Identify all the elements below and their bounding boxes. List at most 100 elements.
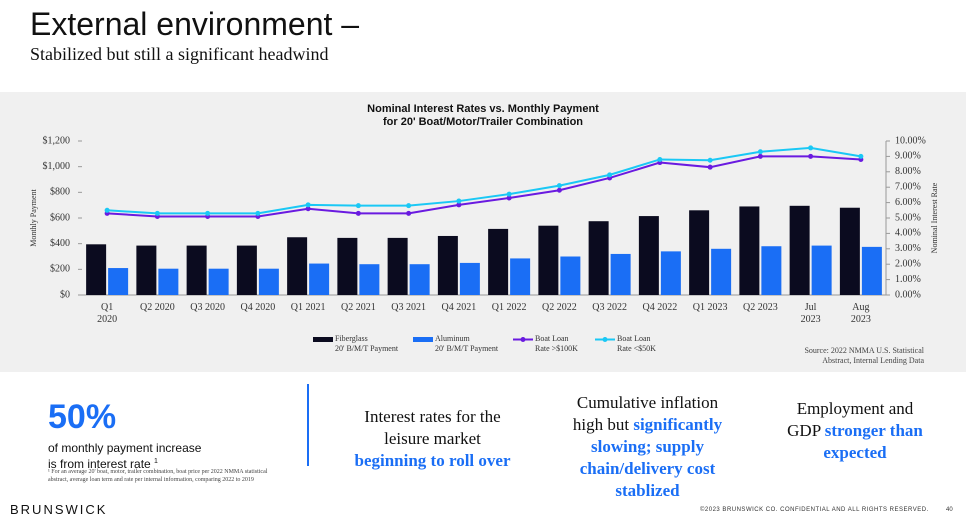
x-tick-label: Q4 2021 [441,302,477,313]
bar [287,237,308,295]
y-tick-label: $800 [50,187,70,198]
line-marker [355,203,361,209]
slide-subtitle: Stabilized but still a significant headw… [30,44,329,64]
line-marker [707,157,713,163]
line-marker [406,203,412,209]
divider [307,384,309,466]
bar [839,207,860,295]
slide-title: External environment – [30,6,360,42]
line-marker [104,207,110,213]
y2-tick-label: 2.00% [895,258,921,269]
bar [638,216,659,295]
brand: BRUNSWICK [10,502,108,517]
line-marker [757,153,763,159]
panel: Employment and GDP stronger than expecte… [780,398,930,464]
bar [136,245,157,295]
line-marker [808,145,814,151]
y2-tick-label: 10.00% [895,135,926,146]
bar [387,237,408,295]
y2-axis-label: Nominal Interest Rate [930,182,939,253]
legend-swatch [413,337,433,342]
line-marker [707,164,713,170]
y2-tick-label: 0.00% [895,289,921,300]
bar [236,245,257,295]
legend-swatch [602,337,608,342]
y2-tick-label: 6.00% [895,197,921,208]
bar [588,221,609,295]
y-tick-label: $0 [60,289,70,300]
bar [309,263,330,295]
bar [158,268,179,295]
line-marker [657,156,663,162]
bar [409,264,430,295]
y2-tick-label: 7.00% [895,181,921,192]
x-tick-label: Q2 2023 [743,302,778,313]
line-marker [305,202,311,208]
panel: Cumulative inflation high but significan… [560,392,735,502]
x-tick-label: Q4 2020 [240,302,276,313]
panel-emphasis: stronger than expected [823,421,923,462]
y2-tick-label: 9.00% [895,151,921,162]
panel-text: Employment and GDP [787,399,914,440]
line-marker [556,183,562,189]
line-marker [255,210,261,216]
bar [761,246,782,295]
chart: $0 $200 $400 $600 $800 $1,000 $1,200 0.00% 1.00%… [29,135,939,342]
line-marker [205,210,211,216]
line-marker [154,210,160,216]
bar [811,245,832,295]
chart-labels: Nominal Interest Rates vs. Monthly Payme… [97,103,924,365]
legend-label: Aluminum 20' B/M/T Payment [435,334,499,353]
y-tick-label: $1,200 [43,135,71,146]
bar [660,251,681,295]
bar [186,245,207,295]
legend-label: Boat Loan Rate <$50K [617,334,656,353]
legend-label: Boat Loan Rate >$100K [535,334,578,353]
bar [538,225,559,295]
line-marker [456,198,462,204]
x-tick-label: Jul 2023 [800,302,821,325]
bar [510,258,531,295]
bar [488,228,509,295]
y2-tick-label: 3.00% [895,243,921,254]
x-tick-label: Q1 2022 [491,302,527,313]
x-tick-label: Q2 2021 [341,302,376,313]
y-tick-label: $1,000 [43,161,71,172]
legend-swatch [520,337,526,342]
y2-tick-label: 4.00% [895,228,921,239]
page-number: 40 [946,507,953,513]
x-tick-label: Q4 2022 [642,302,678,313]
x-tick-label: Q3 2021 [391,302,426,313]
bar [789,205,810,295]
panel-emphasis: beginning to roll over [354,451,511,470]
stat-value: 50% [48,398,117,436]
y-tick-label: $400 [50,238,70,249]
bar [689,210,710,295]
bar [610,253,631,295]
bar [86,244,107,295]
panel-text: Cumulative inflation high but [572,393,719,434]
stat-mark: 1 [154,458,158,465]
line-marker [355,210,361,216]
panel: Interest rates for the leisure market be… [350,406,515,472]
bar [108,268,129,295]
x-tick-label: Q3 2020 [190,302,225,313]
x-tick-label: Q1 2021 [290,302,326,313]
bar [337,237,358,295]
y2-tick-label: 5.00% [895,212,921,223]
line-marker [506,191,512,197]
line [107,146,862,215]
x-tick-label: Q1 2020 [97,302,118,325]
bar [560,256,581,295]
y-tick-label: $200 [50,264,70,275]
stat-footnote: ¹ For an average 20' boat, motor, traile… [48,469,268,483]
x-tick-label: Q3 2022 [592,302,627,313]
x-tick-label: Aug 2023 [850,302,871,325]
bar [861,246,882,295]
line-marker [456,202,462,208]
x-tick-label: Q2 2020 [140,302,175,313]
line-marker [808,153,814,159]
bar [208,268,229,295]
y-tick-label: $600 [50,212,70,223]
